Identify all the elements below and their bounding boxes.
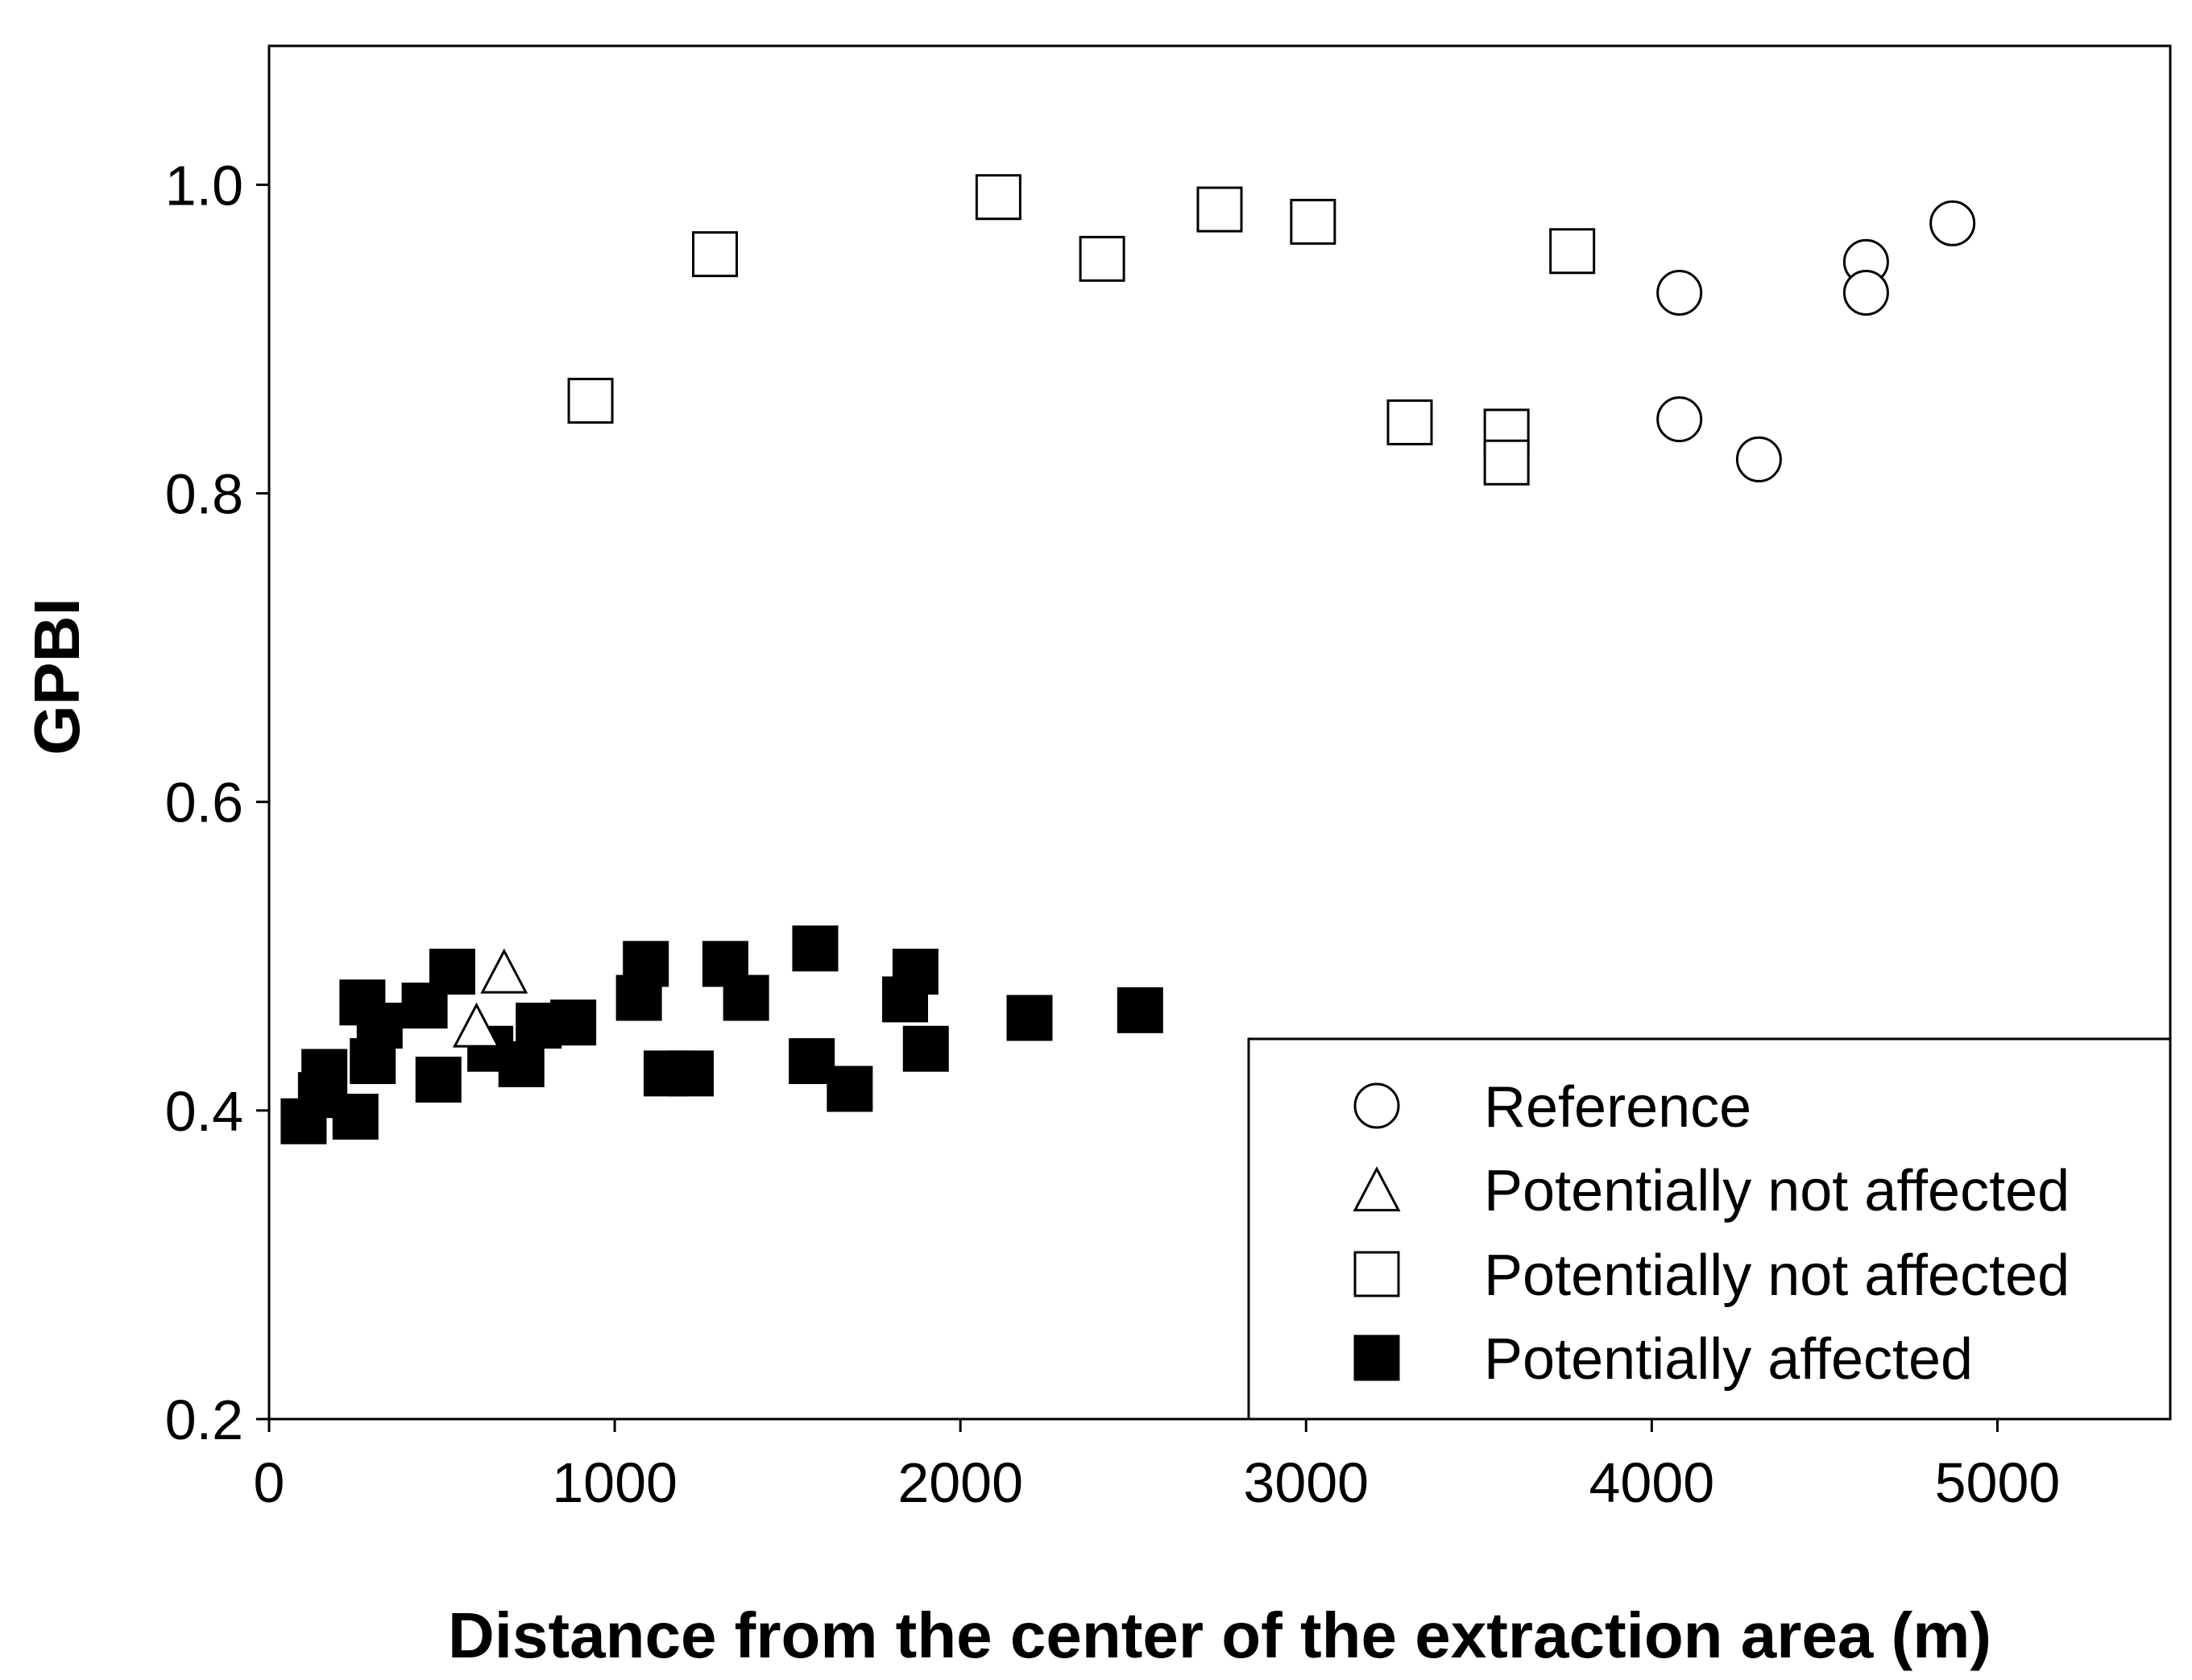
affected-point: [415, 1057, 462, 1103]
x-tick-label: 2000: [897, 1451, 1023, 1514]
affected-point: [301, 1049, 348, 1095]
x-axis-title: Distance from the center of the extracti…: [448, 1599, 1991, 1671]
affected-point: [902, 1025, 949, 1072]
y-tick-label: 1.0: [165, 154, 243, 217]
x-tick-label: 5000: [1935, 1451, 2061, 1514]
x-tick-label: 1000: [552, 1451, 677, 1514]
legend-reference-point-icon: [1353, 1082, 1400, 1129]
y-tick-label: 0.6: [165, 772, 243, 834]
not-affected-square-point: [1483, 439, 1530, 486]
affected-point: [356, 1002, 403, 1049]
affected-point: [498, 1041, 545, 1087]
axis-ticks: 0 1000 2000 3000 4000 5000 0.2 0.4 0.6 0.8 1.0: [165, 154, 2061, 1514]
y-tick-label: 0.8: [165, 463, 243, 526]
x-tick-label: 3000: [1243, 1451, 1369, 1514]
not-affected-square-point: [1549, 228, 1596, 275]
legend-not-affected-triangle-point-icon: [1353, 1166, 1401, 1212]
not-affected-square-point: [1196, 186, 1243, 233]
y-tick-label: 0.2: [165, 1388, 243, 1451]
affected-point: [827, 1066, 873, 1112]
plot-frame: [267, 44, 2172, 1421]
not-affected-square-point: [1290, 198, 1336, 245]
affected-point: [623, 941, 669, 987]
legend-box: [1247, 1037, 2172, 1421]
affected-point: [429, 948, 475, 995]
reference-point: [1929, 200, 1976, 246]
affected-point: [332, 1094, 379, 1140]
affected-point: [789, 1038, 835, 1085]
legend: Reference Potentially not affected Potenti…: [1247, 1037, 2172, 1421]
affected-point: [550, 999, 597, 1046]
affected-point: [1006, 995, 1053, 1041]
not-affected-triangle-point: [480, 948, 528, 994]
not-affected-triangle-point: [452, 1002, 500, 1048]
legend-affected-point-icon: [1353, 1334, 1400, 1381]
legend-label: Reference: [1484, 1075, 1751, 1140]
legend-not-affected-square-point-icon: [1353, 1251, 1400, 1297]
legend-label: Potentially not affected: [1484, 1243, 2070, 1308]
reference-point: [1842, 270, 1889, 317]
affected-point: [792, 925, 839, 972]
not-affected-square-point: [567, 378, 614, 424]
y-tick-label: 0.4: [165, 1080, 243, 1143]
affected-point: [892, 948, 939, 995]
not-affected-square-point: [1079, 235, 1125, 282]
not-affected-square-point: [692, 231, 739, 278]
affected-point: [1117, 987, 1163, 1033]
reference-point: [1656, 396, 1703, 443]
reference-point: [1735, 436, 1782, 482]
not-affected-square-point: [975, 174, 1021, 221]
legend-entries: Reference Potentially not affected Potenti…: [1353, 1075, 2070, 1392]
not-affected-square-point: [1386, 399, 1433, 445]
reference-point: [1656, 270, 1703, 317]
affected-point: [667, 1050, 714, 1097]
y-axis-title: GPBI: [21, 598, 93, 755]
x-tick-label: 4000: [1589, 1451, 1714, 1514]
affected-point: [723, 974, 769, 1021]
legend-label: Potentially affected: [1484, 1327, 1973, 1392]
x-tick-label: 0: [254, 1451, 285, 1514]
data-points: [280, 174, 1976, 1144]
legend-label: Potentially not affected: [1484, 1159, 2070, 1223]
